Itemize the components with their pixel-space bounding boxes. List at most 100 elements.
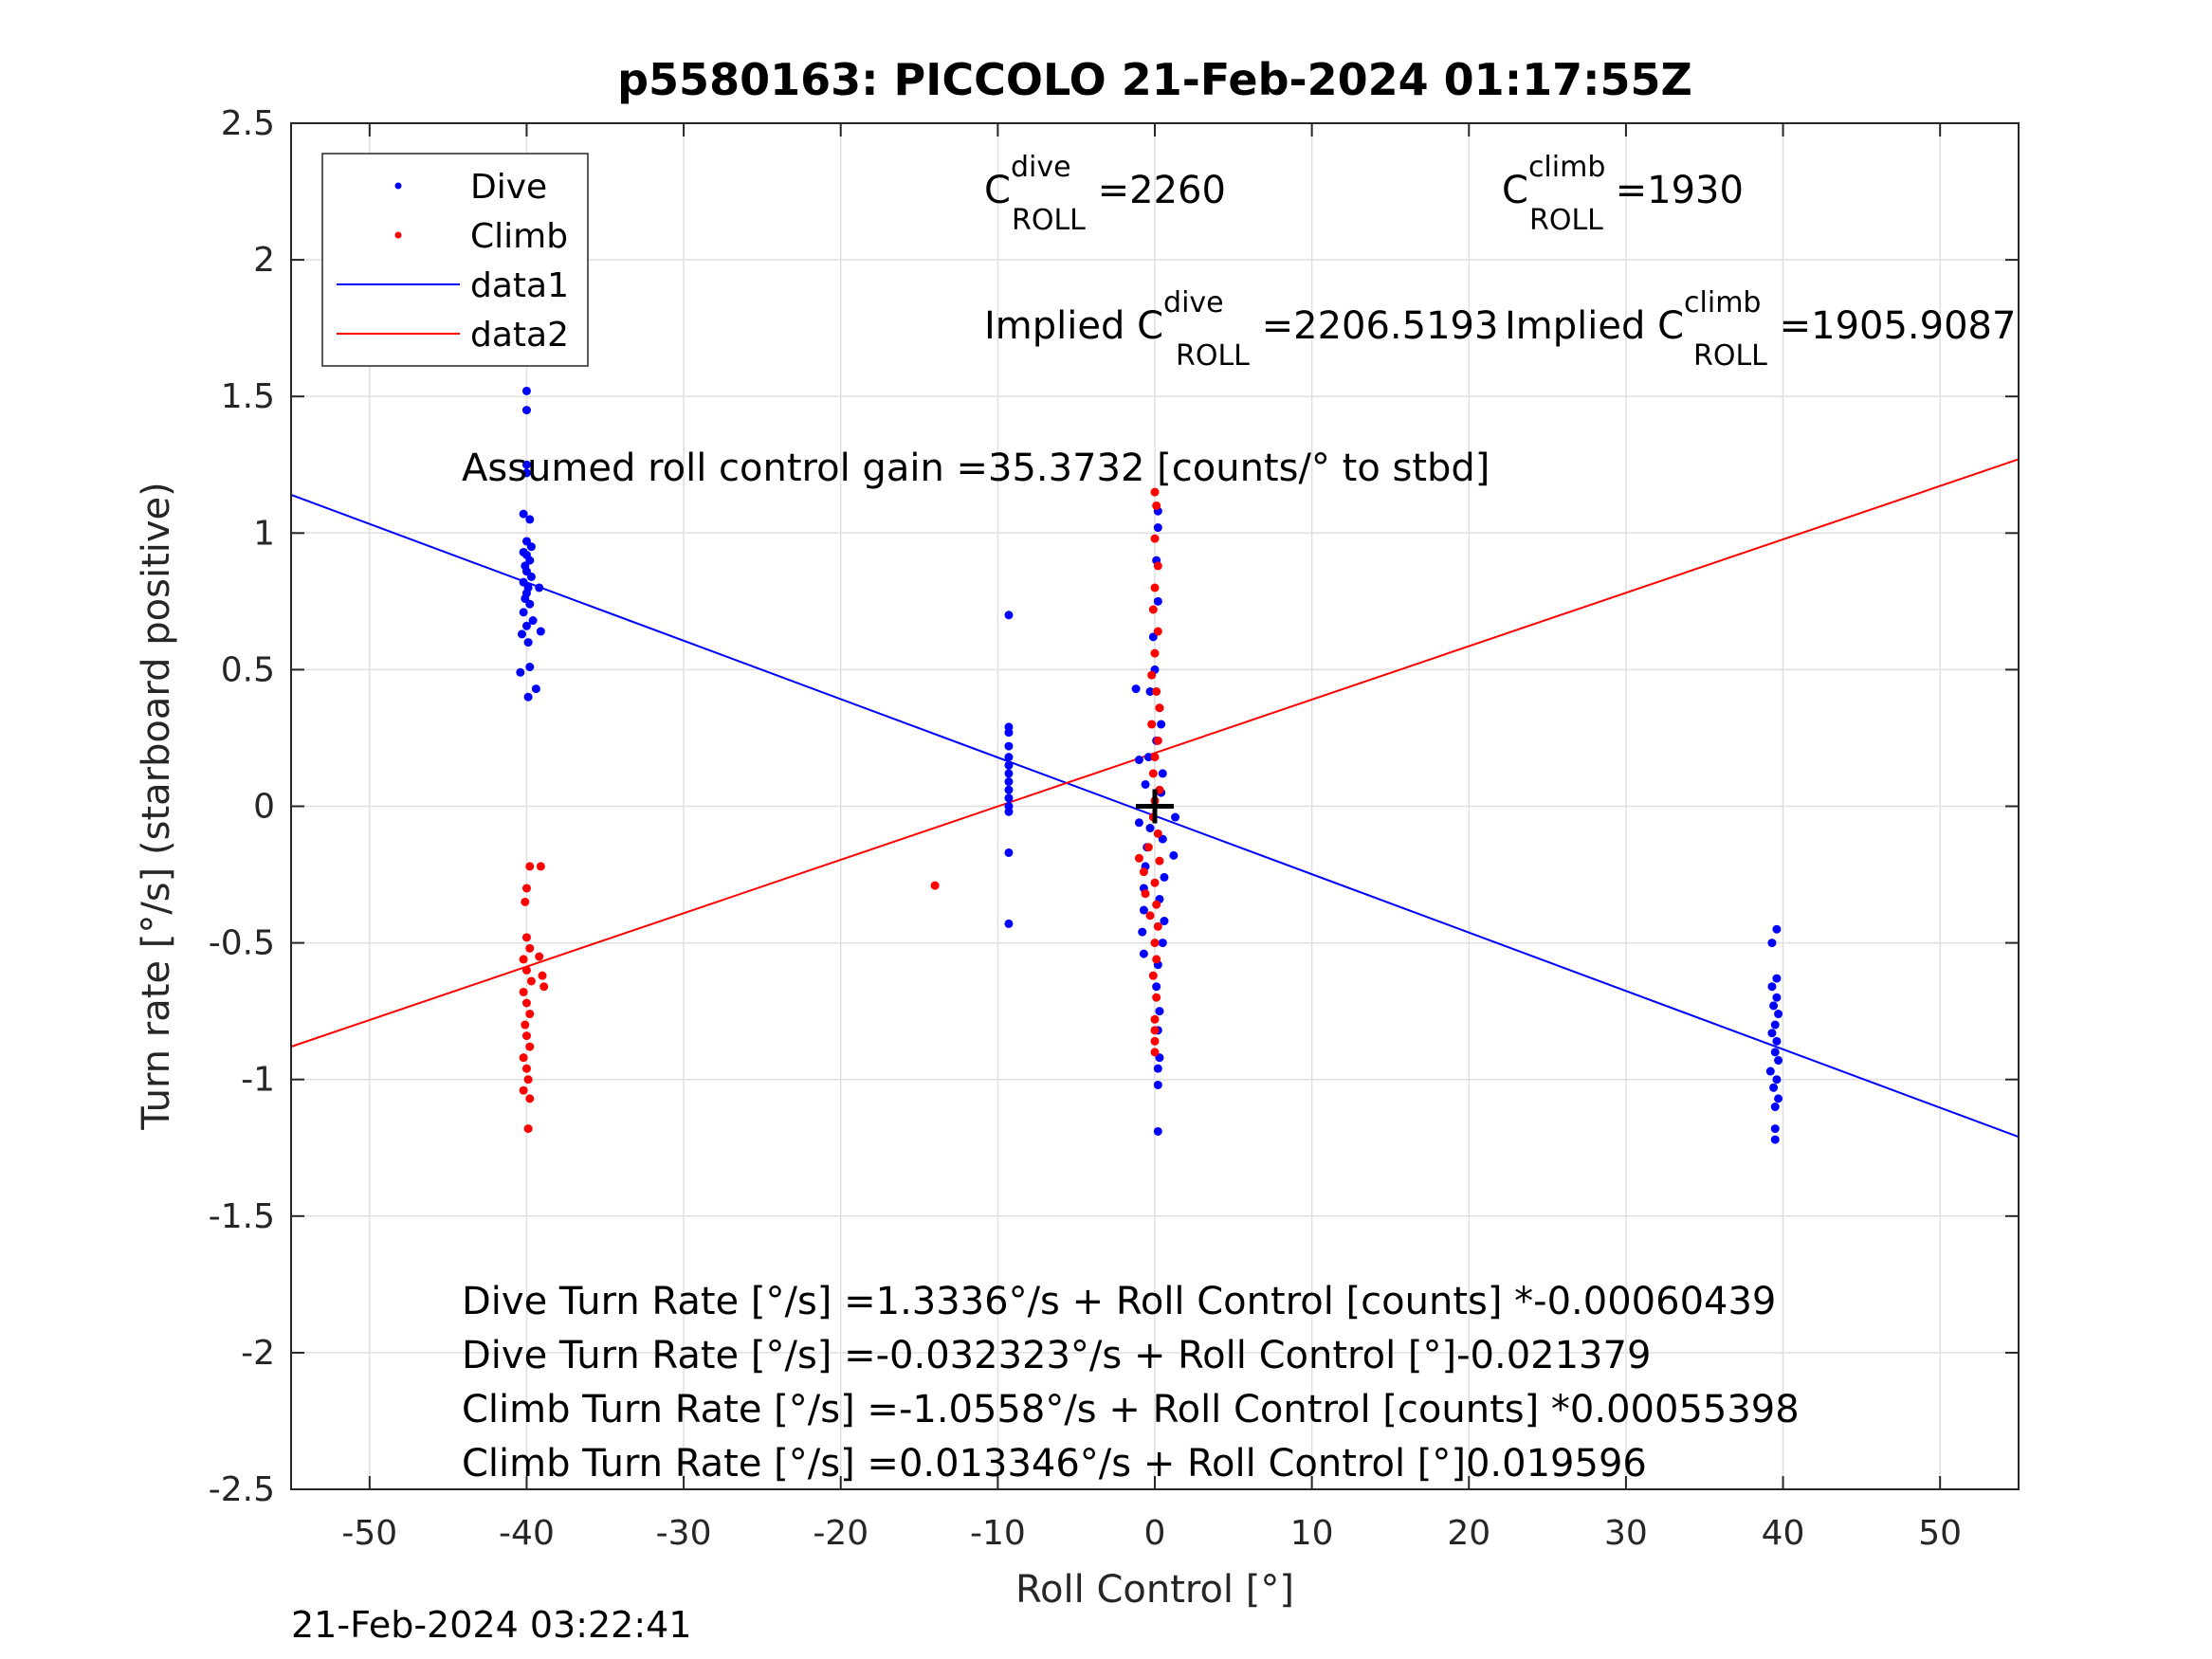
climb-point xyxy=(1150,1036,1160,1046)
dive-point xyxy=(1004,741,1014,751)
ticks: -50 -40 -30 -20 -10 0 10 20 30 40 50-2.5-2-1.5-1-0… xyxy=(209,104,2019,1553)
climb-point xyxy=(1147,720,1157,729)
dive-point xyxy=(1153,1126,1162,1136)
x-tick-label: -30 xyxy=(656,1514,712,1553)
dive-point xyxy=(523,638,533,647)
climb-point xyxy=(1155,856,1164,866)
dive-point xyxy=(1772,1075,1782,1085)
dive-point xyxy=(521,460,531,469)
y-tick-label: 1 xyxy=(253,514,275,553)
climb-point xyxy=(1147,670,1157,680)
c-climb-annotation: Cclimb ROLL =1930 xyxy=(1502,151,1744,237)
dive-point xyxy=(526,572,536,581)
dive-point xyxy=(1772,1036,1782,1046)
dive-point xyxy=(1134,756,1143,765)
climb-point xyxy=(1153,829,1162,838)
y-tick-label: -1.5 xyxy=(209,1197,275,1236)
dive-point xyxy=(1004,807,1014,816)
x-tick-label: 50 xyxy=(1918,1514,1962,1553)
climb-point xyxy=(1150,1026,1160,1035)
dive-point xyxy=(528,616,538,626)
legend-dive-label: Dive xyxy=(470,168,547,207)
climb-point xyxy=(1152,900,1161,909)
climb-point xyxy=(1143,843,1153,852)
x-tick-label: 40 xyxy=(1762,1514,1805,1553)
chart-title: p5580163: PICCOLO 21-Feb-2024 01:17:55Z xyxy=(617,54,1692,105)
climb-point xyxy=(521,933,531,942)
climb-point xyxy=(521,1064,531,1073)
climb-point xyxy=(538,971,547,980)
implied-dive-annotation: Implied Cdive ROLL =2206.5193 xyxy=(984,286,1498,373)
dive-point xyxy=(1004,785,1014,794)
climb-point xyxy=(523,1124,533,1134)
dive-point xyxy=(521,468,531,478)
climb-point xyxy=(535,952,544,961)
c-dive-annotation: Cdive ROLL =2260 xyxy=(984,151,1226,237)
climb-point xyxy=(1153,627,1162,636)
dive-point xyxy=(1004,793,1014,803)
y-tick-label: -2 xyxy=(241,1334,275,1373)
y-tick-label: 0.5 xyxy=(221,650,275,689)
y-tick-label: 0 xyxy=(253,788,275,827)
legend-dive-marker xyxy=(394,182,402,190)
dive-point xyxy=(1145,824,1155,833)
dive-point xyxy=(523,692,533,702)
climb-point xyxy=(1150,487,1160,497)
dive-point xyxy=(1138,927,1147,937)
climb-point xyxy=(1148,769,1158,778)
dive-point xyxy=(1769,1001,1779,1011)
dive-point xyxy=(1770,1103,1780,1112)
y-tick-label: 2.5 xyxy=(221,104,275,143)
x-tick-label: 0 xyxy=(1144,1514,1166,1553)
dive-point xyxy=(1765,1066,1775,1076)
dive-point xyxy=(1004,728,1014,738)
dive-point xyxy=(1770,1048,1780,1057)
x-tick-label: 10 xyxy=(1290,1514,1334,1553)
x-tick-label: 30 xyxy=(1604,1514,1648,1553)
dive-point xyxy=(521,621,531,630)
dive-point xyxy=(1158,939,1167,948)
climb-point xyxy=(1152,955,1161,964)
dive-point xyxy=(1004,769,1014,778)
climb-point xyxy=(1150,939,1160,948)
dive-point xyxy=(1772,924,1782,934)
dive-point xyxy=(1772,974,1782,983)
dive-point xyxy=(1770,1124,1780,1134)
dive-point xyxy=(1153,1064,1162,1073)
legend-data1-label: data1 xyxy=(470,266,569,305)
climb-point xyxy=(1152,501,1161,510)
series-layer xyxy=(290,386,2020,1144)
climb-point xyxy=(1153,561,1162,571)
dive-point xyxy=(526,542,536,552)
climb-point xyxy=(519,987,528,996)
y-tick-label: -2.5 xyxy=(209,1470,275,1509)
climb-point xyxy=(1148,971,1158,980)
dive-point xyxy=(525,515,535,524)
climb-point xyxy=(525,862,535,871)
climb-point xyxy=(1155,785,1164,794)
dive-point xyxy=(525,599,535,609)
x-tick-label: -20 xyxy=(813,1514,868,1553)
x-tick-label: -50 xyxy=(341,1514,397,1553)
dive-point xyxy=(1770,1135,1780,1144)
dive-point xyxy=(1004,753,1014,762)
y-tick-label: 2 xyxy=(253,241,275,280)
dive-point xyxy=(1769,1083,1779,1092)
dive-point xyxy=(1004,611,1014,620)
dive-point xyxy=(1158,769,1167,778)
dive-point xyxy=(516,667,525,677)
equation-climb-counts: Climb Turn Rate [°/s] =-1.0558°/s + Roll… xyxy=(462,1388,1800,1431)
climb-point xyxy=(536,862,545,871)
climb-point xyxy=(539,982,549,992)
climb-point xyxy=(1150,648,1160,658)
legend: Dive Climb data1 data2 xyxy=(321,153,589,367)
dive-point xyxy=(1152,982,1161,992)
climb-point xyxy=(1148,605,1158,614)
legend-climb-marker xyxy=(394,231,402,239)
y-tick-label: -1 xyxy=(241,1061,275,1100)
dive-point xyxy=(521,406,531,415)
climb-point xyxy=(1155,703,1164,713)
climb-point xyxy=(1134,853,1143,863)
dive-point xyxy=(517,629,526,639)
dive-point xyxy=(1767,1029,1777,1038)
